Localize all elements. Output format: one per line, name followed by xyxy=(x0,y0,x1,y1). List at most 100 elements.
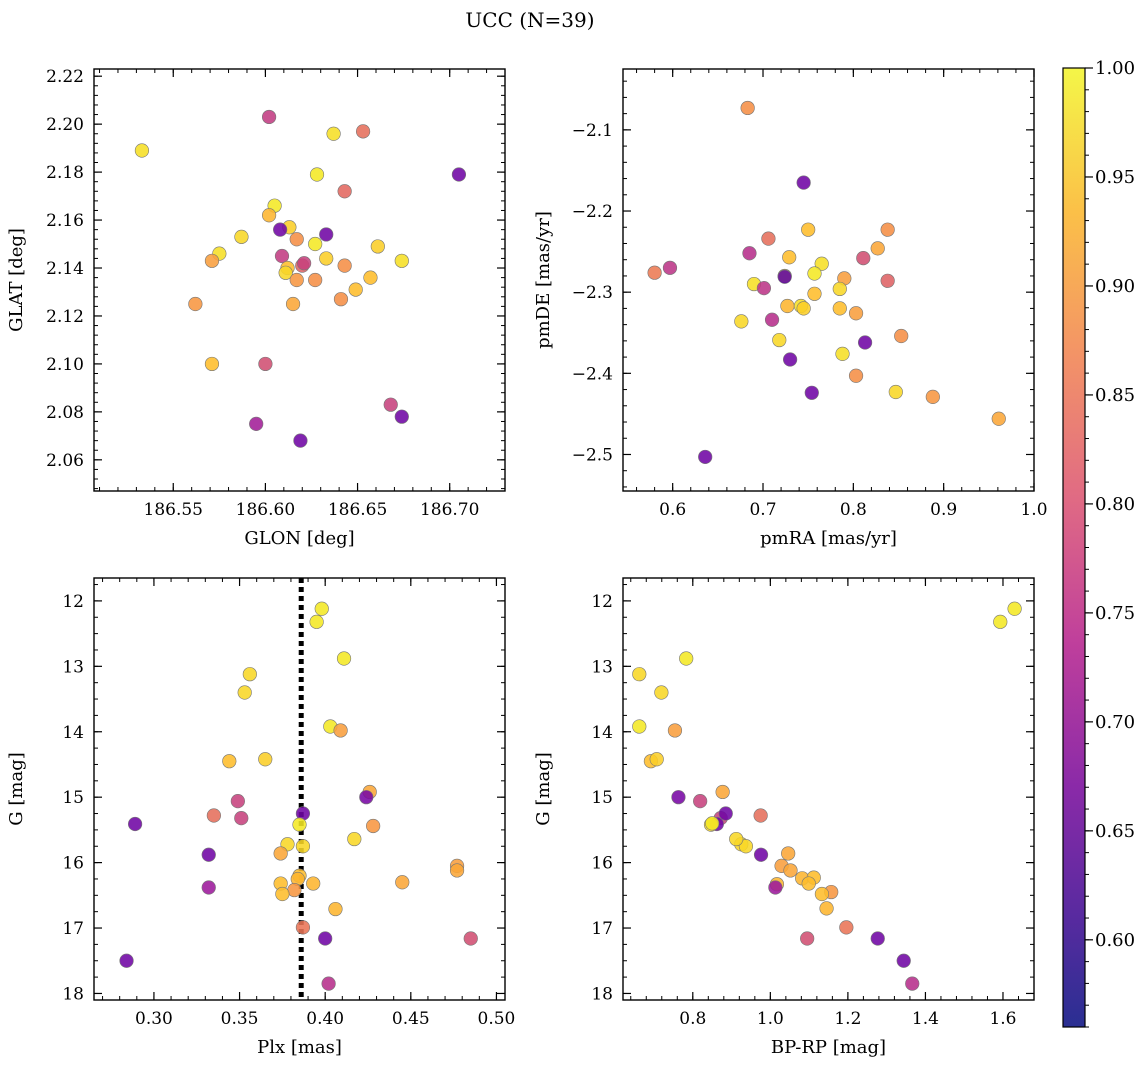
data-point xyxy=(295,839,311,854)
data-point xyxy=(363,270,378,285)
data-point xyxy=(359,790,374,805)
y-tick-label: 2.18 xyxy=(46,163,84,183)
data-point xyxy=(870,241,885,256)
data-point xyxy=(756,281,772,296)
data-point xyxy=(880,273,895,288)
data-point xyxy=(832,301,847,316)
y-tick-label: 2.14 xyxy=(46,259,84,279)
data-point xyxy=(295,920,311,935)
y-axis-label: G [mag] xyxy=(533,752,554,825)
data-point xyxy=(742,246,757,261)
data-point xyxy=(237,685,252,700)
data-point xyxy=(835,346,850,361)
data-point xyxy=(896,953,911,968)
x-tick-label: 0.8 xyxy=(840,500,867,520)
data-point xyxy=(753,808,768,823)
data-point xyxy=(258,356,273,372)
colorbar-tick-label: 0.60 xyxy=(1095,930,1135,951)
data-point xyxy=(796,301,811,316)
x-tick-label: 186.65 xyxy=(328,500,387,520)
data-point xyxy=(119,953,134,968)
data-point xyxy=(894,328,909,344)
data-point xyxy=(781,846,796,861)
figure-title: UCC (N=39) xyxy=(465,8,595,32)
data-point xyxy=(278,265,293,280)
data-point xyxy=(206,808,221,823)
data-point xyxy=(832,281,847,297)
y-tick-label: 2.22 xyxy=(46,67,84,87)
colorbar-tick-label: 0.65 xyxy=(1095,821,1135,842)
data-point xyxy=(336,651,352,666)
data-point xyxy=(204,356,220,372)
data-point xyxy=(993,614,1008,629)
data-point xyxy=(654,685,669,700)
data-point xyxy=(333,723,348,738)
data-point xyxy=(804,385,819,400)
y-tick-label: 17 xyxy=(591,919,613,939)
x-axis-label: BP-RP [mag] xyxy=(771,1037,886,1058)
y-tick-label: −2.1 xyxy=(572,121,613,141)
axes-frame xyxy=(93,577,506,1001)
x-axis-label: pmRA [mas/yr] xyxy=(760,528,897,549)
panel-glon-glat: 186.55 186.60 186.65 186.70 2.06 2.08 2.10 2.12… xyxy=(6,67,506,549)
data-point xyxy=(309,167,325,182)
data-point xyxy=(782,250,797,265)
data-point xyxy=(308,272,323,288)
data-point xyxy=(632,667,647,682)
data-point xyxy=(772,332,787,348)
data-point xyxy=(718,806,733,821)
y-tick-label: −2.2 xyxy=(572,202,613,222)
data-point xyxy=(318,931,333,946)
data-point xyxy=(297,256,312,271)
data-point xyxy=(807,286,822,301)
data-point xyxy=(839,920,854,935)
data-point xyxy=(451,167,467,182)
y-tick-label: 12 xyxy=(591,592,613,612)
data-point xyxy=(394,253,409,268)
data-point xyxy=(764,312,780,327)
data-point xyxy=(355,124,371,139)
x-tick-label: 186.55 xyxy=(144,500,203,520)
y-tick-label: 16 xyxy=(62,854,84,874)
data-point xyxy=(204,253,220,268)
y-tick-label: 18 xyxy=(62,984,84,1004)
colorbar-tick-label: 0.85 xyxy=(1095,385,1135,406)
data-point xyxy=(319,227,334,242)
data-point xyxy=(753,847,769,862)
x-tick-label: 1.4 xyxy=(912,1009,939,1029)
axes-frame xyxy=(622,68,1035,492)
data-point xyxy=(347,831,362,847)
data-point xyxy=(463,931,478,946)
y-tick-label: 16 xyxy=(591,854,613,874)
colorbar-tick-label: 0.75 xyxy=(1095,603,1135,624)
y-tick-label: 2.06 xyxy=(46,451,84,471)
data-point xyxy=(801,222,816,237)
y-tick-label: 14 xyxy=(62,723,84,743)
data-point xyxy=(285,296,301,312)
data-point xyxy=(649,752,664,767)
data-point xyxy=(321,976,336,991)
data-point xyxy=(857,335,873,350)
colorbar: 0.60 0.65 0.70 0.75 0.80 0.85 0.90 0.95 1.00 xyxy=(1062,58,1135,1028)
data-point xyxy=(289,272,304,288)
x-tick-label: 0.45 xyxy=(392,1009,430,1029)
y-tick-label: 2.20 xyxy=(46,115,84,135)
data-point xyxy=(888,384,903,400)
data-point xyxy=(734,314,749,329)
data-point xyxy=(222,754,237,769)
data-point xyxy=(314,601,329,616)
data-point xyxy=(308,236,323,252)
y-axis-label: G [mag] xyxy=(6,752,27,825)
axes-frame xyxy=(622,577,1035,1001)
data-point xyxy=(925,389,940,404)
data-point xyxy=(337,184,352,199)
data-point xyxy=(348,282,363,297)
y-tick-label: 12 xyxy=(62,592,84,612)
y-tick-label: −2.3 xyxy=(572,283,613,303)
data-point xyxy=(242,667,257,682)
data-point xyxy=(366,818,381,834)
x-tick-label: 0.9 xyxy=(930,500,957,520)
x-tick-label: 0.30 xyxy=(135,1009,173,1029)
x-tick-label: 0.6 xyxy=(659,500,686,520)
data-point xyxy=(671,790,686,805)
